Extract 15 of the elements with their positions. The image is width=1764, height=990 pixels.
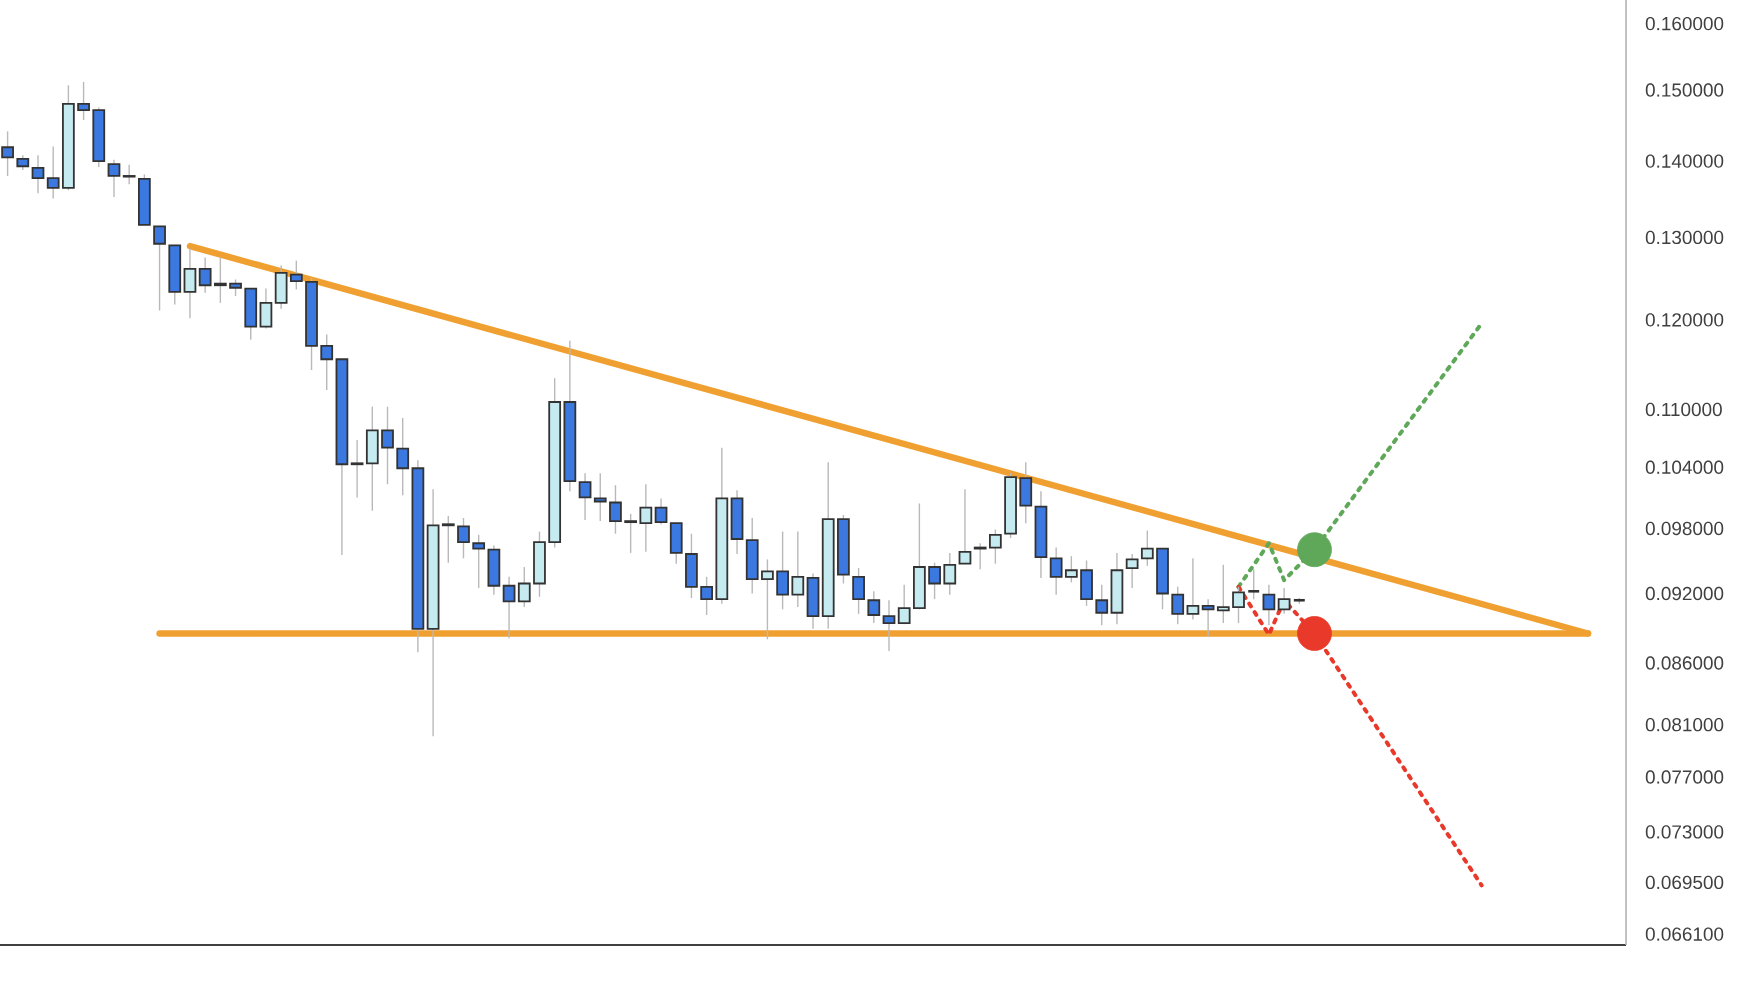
y-tick-label: 0.073000 — [1645, 825, 1724, 839]
y-tick-label: 0.077000 — [1645, 770, 1724, 784]
y-tick-label: 0.066100 — [1645, 927, 1724, 941]
y-tick-label: 0.081000 — [1645, 717, 1724, 732]
y-tick-label: 0.120000 — [1645, 313, 1724, 327]
y-tick-label: 0.110000 — [1645, 402, 1722, 417]
y-tick-label: 0.104000 — [1645, 460, 1724, 474]
y-tick-label: 0.069500 — [1645, 875, 1724, 890]
y-tick-label: 0.160000 — [1645, 16, 1724, 31]
y-tick-label: 0.086000 — [1645, 656, 1724, 670]
y-tick-label: 0.130000 — [1645, 230, 1724, 245]
y-tick-label: 0.140000 — [1645, 154, 1724, 168]
y-tick-label: 0.098000 — [1645, 521, 1724, 536]
y-tick-label: 0.092000 — [1645, 586, 1724, 601]
y-tick-label: 0.150000 — [1645, 83, 1724, 97]
